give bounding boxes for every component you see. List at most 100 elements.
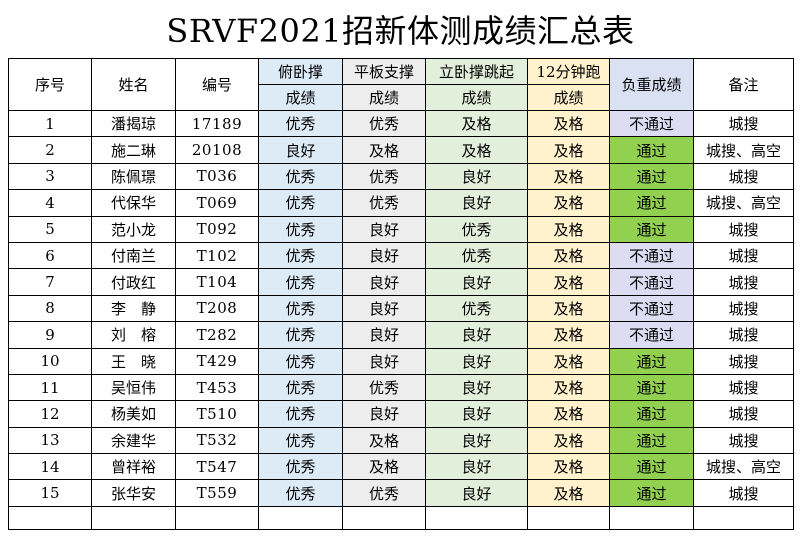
cell-load: 通过 [609, 479, 694, 507]
empty-cell [8, 505, 92, 530]
cell-id: T547 [175, 453, 259, 481]
cell-pushup: 优秀 [258, 347, 343, 375]
cell-jump: 及格 [425, 136, 528, 164]
cell-note: 城搜、高空 [693, 189, 794, 217]
table-row: 14 曾祥裕 T547 优秀 及格 良好 及格 通过 城搜、高空 [8, 453, 794, 481]
cell-jump: 良好 [425, 321, 528, 349]
cell-pushup: 优秀 [258, 321, 343, 349]
subheader-jump-score: 成绩 [425, 84, 528, 111]
cell-run: 及格 [527, 109, 610, 138]
cell-seq: 2 [8, 136, 92, 164]
cell-name: 吴恒伟 [91, 373, 176, 402]
cell-run: 及格 [527, 162, 610, 191]
cell-plank: 优秀 [342, 373, 426, 402]
cell-jump: 优秀 [425, 241, 528, 270]
cell-jump: 及格 [425, 109, 528, 138]
cell-plank: 优秀 [342, 189, 426, 217]
cell-load: 不通过 [609, 109, 694, 138]
empty-cell [527, 505, 610, 530]
cell-id: T102 [175, 241, 259, 270]
cell-id: T532 [175, 426, 259, 455]
header-seq: 序号 [8, 58, 92, 111]
cell-name: 代保华 [91, 189, 176, 217]
cell-plank: 优秀 [342, 162, 426, 191]
cell-jump: 良好 [425, 162, 528, 191]
cell-pushup: 优秀 [258, 109, 343, 138]
empty-cell [609, 505, 694, 530]
subheader-row: 成绩 成绩 成绩 成绩 [9, 84, 794, 111]
table-row: 13 余建华 T532 优秀 及格 良好 及格 通过 城搜 [8, 426, 794, 455]
cell-run: 及格 [527, 136, 610, 164]
empty-cell [693, 505, 794, 530]
cell-note: 城搜 [693, 268, 794, 296]
cell-id: T208 [175, 294, 259, 323]
subheader-run-score: 成绩 [527, 84, 610, 111]
cell-note: 城搜 [693, 373, 794, 402]
header-row: 序号 姓名 编号 俯卧撑 平板支撑 立卧撑跳起 12分钟跑 负重成绩 备注 [8, 58, 794, 111]
cell-seq: 6 [8, 241, 92, 270]
page-title: SRVF2021招新体测成绩汇总表 [166, 12, 635, 50]
cell-note: 城搜 [693, 294, 794, 323]
header-id: 编号 [175, 58, 259, 111]
cell-seq: 3 [8, 162, 92, 191]
cell-seq: 1 [8, 109, 92, 138]
cell-pushup: 优秀 [258, 189, 343, 217]
table-row: 10 王 晓 T429 优秀 良好 良好 及格 通过 城搜 [8, 347, 794, 375]
cell-pushup: 优秀 [258, 268, 343, 296]
cell-note: 城搜 [693, 426, 794, 455]
cell-note: 城搜 [693, 241, 794, 270]
cell-pushup: 优秀 [258, 400, 343, 428]
cell-load: 通过 [609, 189, 694, 217]
cell-note: 城搜、高空 [693, 136, 794, 164]
cell-name: 王 晓 [91, 347, 176, 375]
cell-id: T069 [175, 189, 259, 217]
header-pushup: 俯卧撑 [258, 58, 343, 85]
cell-id: 17189 [175, 109, 259, 138]
cell-pushup: 优秀 [258, 294, 343, 323]
cell-id: T092 [175, 215, 259, 243]
cell-jump: 良好 [425, 479, 528, 507]
empty-cell [258, 505, 343, 530]
cell-name: 李 静 [91, 294, 176, 323]
table-row: 15 张华安 T559 优秀 优秀 良好 及格 通过 城搜 [8, 479, 794, 507]
table-row: 11 吴恒伟 T453 优秀 优秀 良好 及格 通过 城搜 [8, 373, 794, 402]
cell-pushup: 优秀 [258, 479, 343, 507]
header-name: 姓名 [91, 58, 176, 111]
cell-jump: 良好 [425, 426, 528, 455]
table-row: 3 陈佩璟 T036 优秀 优秀 良好 及格 通过 城搜 [8, 162, 794, 191]
cell-seq: 10 [8, 347, 92, 375]
cell-note: 城搜 [693, 321, 794, 349]
cell-load: 通过 [609, 373, 694, 402]
cell-run: 及格 [527, 347, 610, 375]
cell-name: 施二琳 [91, 136, 176, 164]
cell-pushup: 优秀 [258, 426, 343, 455]
cell-jump: 良好 [425, 347, 528, 375]
cell-id: T282 [175, 321, 259, 349]
cell-load: 不通过 [609, 241, 694, 270]
cell-plank: 优秀 [342, 109, 426, 138]
cell-plank: 良好 [342, 347, 426, 375]
cell-jump: 良好 [425, 189, 528, 217]
empty-cell [425, 505, 528, 530]
subheader-pushup-score: 成绩 [258, 84, 343, 111]
table-row: 6 付南兰 T102 优秀 良好 优秀 及格 不通过 城搜 [8, 241, 794, 270]
cell-id: T429 [175, 347, 259, 375]
empty-cell [175, 505, 259, 530]
header-load: 负重成绩 [609, 58, 694, 111]
cell-run: 及格 [527, 321, 610, 349]
cell-note: 城搜 [693, 109, 794, 138]
cell-seq: 11 [8, 373, 92, 402]
cell-run: 及格 [527, 294, 610, 323]
table-row: 12 杨美如 T510 优秀 良好 良好 及格 通过 城搜 [8, 400, 794, 428]
cell-note: 城搜 [693, 400, 794, 428]
cell-plank: 及格 [342, 136, 426, 164]
cell-pushup: 优秀 [258, 215, 343, 243]
cell-id: T104 [175, 268, 259, 296]
header-jump: 立卧撑跳起 [425, 58, 528, 85]
cell-name: 付南兰 [91, 241, 176, 270]
cell-id: T559 [175, 479, 259, 507]
table-row: 4 代保华 T069 优秀 优秀 良好 及格 通过 城搜、高空 [8, 189, 794, 217]
cell-plank: 及格 [342, 426, 426, 455]
cell-name: 张华安 [91, 479, 176, 507]
